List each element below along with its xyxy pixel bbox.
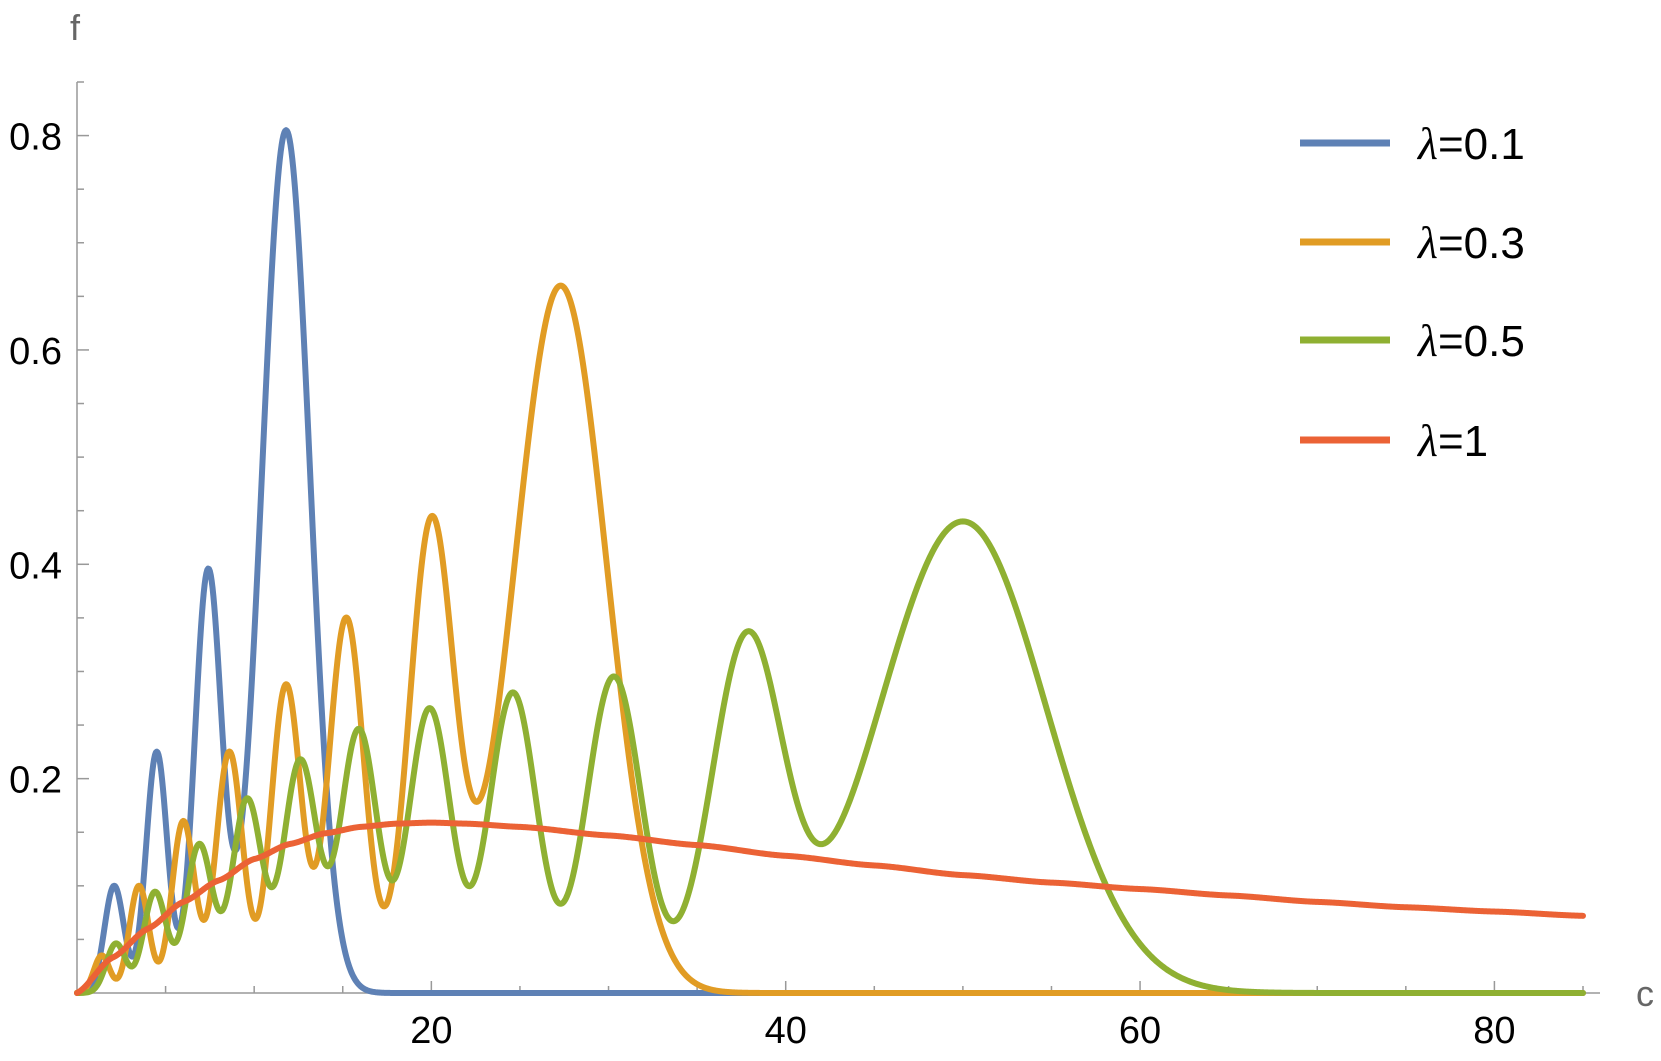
x-axis-label: c <box>1636 973 1654 1014</box>
y-axis-label: f <box>70 7 81 48</box>
y-tick-label: 0.4 <box>9 545 62 587</box>
series-line-3 <box>74 518 1586 996</box>
legend-label: λ=1 <box>1416 415 1488 466</box>
series-line-2 <box>74 282 1586 996</box>
series-line-4 <box>74 819 1586 996</box>
legend-label: λ=0.5 <box>1416 315 1525 366</box>
y-tick-label: 0.6 <box>9 331 62 373</box>
x-tick-label: 80 <box>1473 1010 1515 1052</box>
x-tick-label: 60 <box>1119 1010 1161 1052</box>
legend-label: λ=0.1 <box>1416 118 1525 169</box>
y-tick-label: 0.8 <box>9 117 62 159</box>
legend: λ=0.1 λ=0.3 λ=0.5 λ=1 <box>1300 118 1525 466</box>
axes: 20 40 60 80 0.2 0.4 0.6 0.8 c f <box>9 7 1654 1052</box>
y-tick-label: 0.2 <box>9 760 62 802</box>
x-tick-label: 20 <box>410 1010 452 1052</box>
legend-label: λ=0.3 <box>1416 217 1525 268</box>
plot-curves <box>74 127 1586 996</box>
x-tick-label: 40 <box>765 1010 807 1052</box>
